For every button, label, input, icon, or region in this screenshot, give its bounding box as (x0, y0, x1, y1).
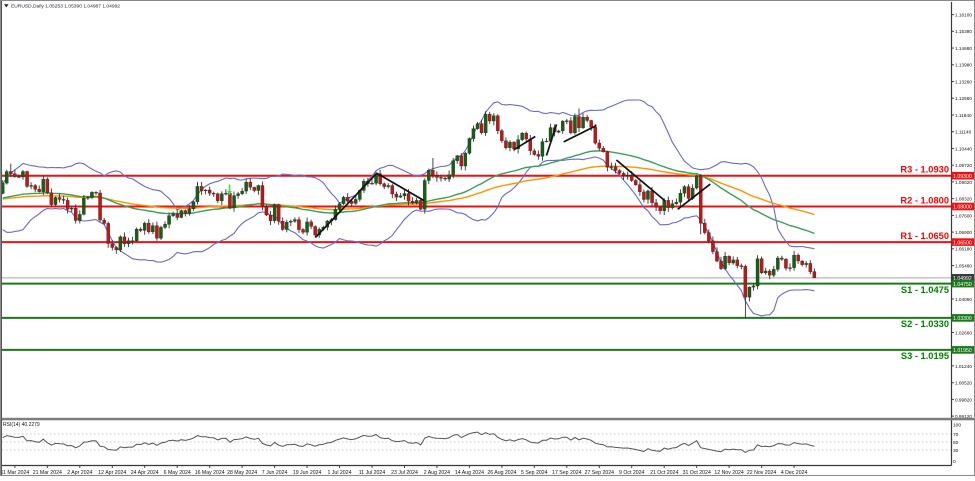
svg-text:S2 - 1.0330: S2 - 1.0330 (901, 319, 949, 329)
svg-text:1.09020: 1.09020 (955, 180, 972, 185)
svg-text:S1 - 1.0475: S1 - 1.0475 (901, 285, 949, 295)
svg-text:RSI(14) 40.2279: RSI(14) 40.2279 (3, 422, 40, 428)
svg-text:S3 - 1.0195: S3 - 1.0195 (901, 351, 949, 361)
svg-text:28 May 2024: 28 May 2024 (227, 470, 257, 476)
svg-text:1.05480: 1.05480 (955, 263, 972, 268)
svg-text:1.06500: 1.06500 (953, 240, 972, 246)
svg-text:1.01950: 1.01950 (953, 348, 972, 354)
svg-text:R1 - 1.0650: R1 - 1.0650 (900, 231, 949, 241)
svg-text:1.07600: 1.07600 (955, 213, 972, 218)
svg-text:1.13260: 1.13260 (955, 79, 972, 84)
svg-text:4 Dec 2024: 4 Dec 2024 (781, 470, 808, 476)
svg-text:1.11840: 1.11840 (955, 113, 972, 118)
svg-text:23 Jul 2024: 23 Jul 2024 (391, 470, 418, 476)
svg-text:EURUSD,Daily 1.05253 1.05390: EURUSD,Daily 1.05253 1.05390 1.04987 1.0… (11, 3, 120, 9)
svg-text:1.09720: 1.09720 (955, 163, 972, 168)
svg-text:R3 - 1.0930: R3 - 1.0930 (900, 165, 949, 175)
svg-text:1.12560: 1.12560 (955, 96, 972, 101)
svg-text:1.13980: 1.13980 (955, 63, 972, 68)
svg-text:22 Nov 2024: 22 Nov 2024 (747, 470, 777, 476)
svg-text:1 Jul 2024: 1 Jul 2024 (328, 470, 352, 476)
svg-text:31 Oct 2024: 31 Oct 2024 (683, 470, 711, 476)
svg-text:1.08000: 1.08000 (953, 205, 972, 211)
svg-text:0.99820: 0.99820 (955, 397, 972, 402)
svg-text:1.10440: 1.10440 (955, 146, 972, 151)
svg-text:1.02660: 1.02660 (955, 330, 972, 335)
svg-text:1.16100: 1.16100 (955, 13, 972, 18)
svg-text:9 Oct 2024: 9 Oct 2024 (619, 470, 644, 476)
svg-text:26 Aug 2024: 26 Aug 2024 (487, 470, 516, 476)
svg-text:17 Sep 2024: 17 Sep 2024 (552, 470, 582, 476)
svg-text:70: 70 (953, 432, 959, 438)
svg-text:7 Jun 2024: 7 Jun 2024 (262, 470, 288, 476)
svg-text:2 Aug 2024: 2 Aug 2024 (424, 470, 450, 476)
svg-text:30: 30 (953, 448, 959, 454)
svg-text:1.09300: 1.09300 (953, 174, 972, 180)
svg-text:24 Apr 2024: 24 Apr 2024 (131, 470, 159, 476)
svg-text:12 Nov 2024: 12 Nov 2024 (714, 470, 744, 476)
svg-text:1.11140: 1.11140 (955, 130, 972, 135)
svg-text:1.00520: 1.00520 (955, 381, 972, 386)
svg-text:1.03300: 1.03300 (953, 316, 972, 322)
svg-text:1.04992: 1.04992 (953, 276, 972, 282)
svg-text:19 Jun 2024: 19 Jun 2024 (293, 470, 322, 476)
svg-text:R2 - 1.0800: R2 - 1.0800 (900, 195, 949, 205)
svg-text:5 Sep 2024: 5 Sep 2024 (521, 470, 548, 476)
svg-text:1.08320: 1.08320 (955, 197, 972, 202)
svg-text:21 Mar 2024: 21 Mar 2024 (33, 470, 62, 476)
svg-text:2 Apr 2024: 2 Apr 2024 (67, 470, 92, 476)
svg-text:1.01240: 1.01240 (955, 364, 972, 369)
svg-text:100: 100 (953, 423, 961, 429)
svg-text:1.06900: 1.06900 (955, 230, 972, 235)
svg-text:50: 50 (953, 440, 959, 446)
svg-text:14 Aug 2024: 14 Aug 2024 (455, 470, 484, 476)
svg-text:0: 0 (953, 459, 956, 465)
svg-text:11 Jul 2024: 11 Jul 2024 (359, 470, 386, 476)
svg-text:0.99120: 0.99120 (955, 414, 972, 419)
svg-text:6 May 2024: 6 May 2024 (164, 470, 191, 476)
svg-text:1.14680: 1.14680 (955, 46, 972, 51)
svg-text:11 Mar 2024: 11 Mar 2024 (1, 470, 30, 476)
svg-text:12 Apr 2024: 12 Apr 2024 (98, 470, 126, 476)
svg-text:1.04060: 1.04060 (955, 297, 972, 302)
svg-text:1.15380: 1.15380 (955, 29, 972, 34)
svg-text:27 Sep 2024: 27 Sep 2024 (585, 470, 615, 476)
svg-text:21 Oct 2024: 21 Oct 2024 (650, 470, 678, 476)
svg-text:1.04750: 1.04750 (953, 282, 972, 288)
svg-text:1.06180: 1.06180 (955, 247, 972, 252)
svg-text:16 May 2024: 16 May 2024 (195, 470, 225, 476)
